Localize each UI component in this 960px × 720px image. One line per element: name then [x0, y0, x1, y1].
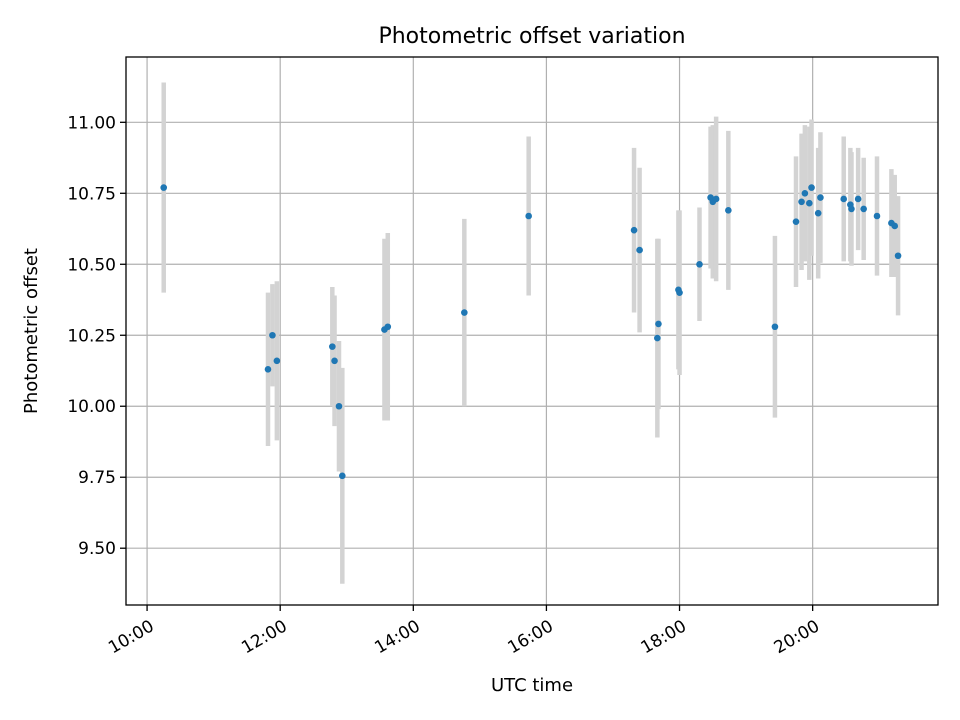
y-tick-label: 11.00: [67, 113, 116, 133]
data-point: [384, 323, 392, 331]
data-point: [329, 343, 336, 350]
x-axis-ticks: 10:00 12:00 14:00 16:00 18:00 20:00: [105, 605, 823, 658]
data-point: [808, 184, 815, 191]
data-point: [335, 402, 343, 410]
y-tick-label: 10.00: [67, 397, 116, 417]
x-tick-label: 20:00: [771, 616, 823, 658]
data-point: [806, 199, 813, 207]
y-tick-label: 10.50: [67, 255, 116, 275]
data-point: [848, 205, 855, 213]
data-point: [525, 212, 532, 220]
data-point: [654, 334, 661, 342]
data-point: [636, 246, 643, 254]
data-point: [339, 472, 346, 480]
data-point: [712, 195, 720, 203]
chart-title: Photometric offset variation: [378, 24, 685, 49]
x-tick-label: 10:00: [105, 616, 157, 658]
data-point: [798, 198, 805, 206]
x-tick-label: 12:00: [238, 616, 290, 658]
data-point: [817, 194, 824, 201]
data-point: [269, 331, 276, 339]
plot-frame: [125, 56, 939, 606]
data-point: [264, 366, 272, 373]
x-axis-label: UTC time: [491, 675, 573, 696]
data-point: [873, 212, 881, 220]
data-point: [792, 218, 800, 225]
y-axis-ticks: 9.50 9.75 10.00 10.25 10.50 10.75 11.00: [67, 113, 126, 559]
y-tick-label: 9.50: [78, 539, 116, 559]
grid-lines: [126, 57, 938, 605]
x-tick-label: 18:00: [638, 616, 690, 658]
data-point: [461, 309, 468, 316]
data-point: [655, 320, 662, 328]
data-point: [331, 357, 338, 365]
data-point: [696, 260, 703, 268]
data-point: [160, 184, 168, 191]
data-point: [725, 207, 732, 214]
x-tick-label: 16:00: [504, 616, 556, 658]
data-point: [860, 205, 867, 213]
y-tick-label: 9.75: [78, 468, 116, 488]
data-point: [630, 226, 638, 234]
data-point: [894, 252, 902, 260]
data-point: [891, 222, 899, 230]
y-tick-label: 10.25: [67, 326, 116, 346]
y-tick-label: 10.75: [67, 184, 116, 204]
data-point: [840, 195, 848, 203]
data-point: [801, 189, 809, 197]
y-axis-label: Photometric offset: [21, 248, 42, 414]
data-point: [273, 357, 281, 365]
data-point: [814, 209, 822, 217]
data-point: [771, 323, 779, 331]
x-tick-label: 14:00: [371, 616, 423, 658]
data-point: [676, 289, 683, 296]
data-points: [160, 184, 902, 480]
data-point: [854, 195, 862, 203]
